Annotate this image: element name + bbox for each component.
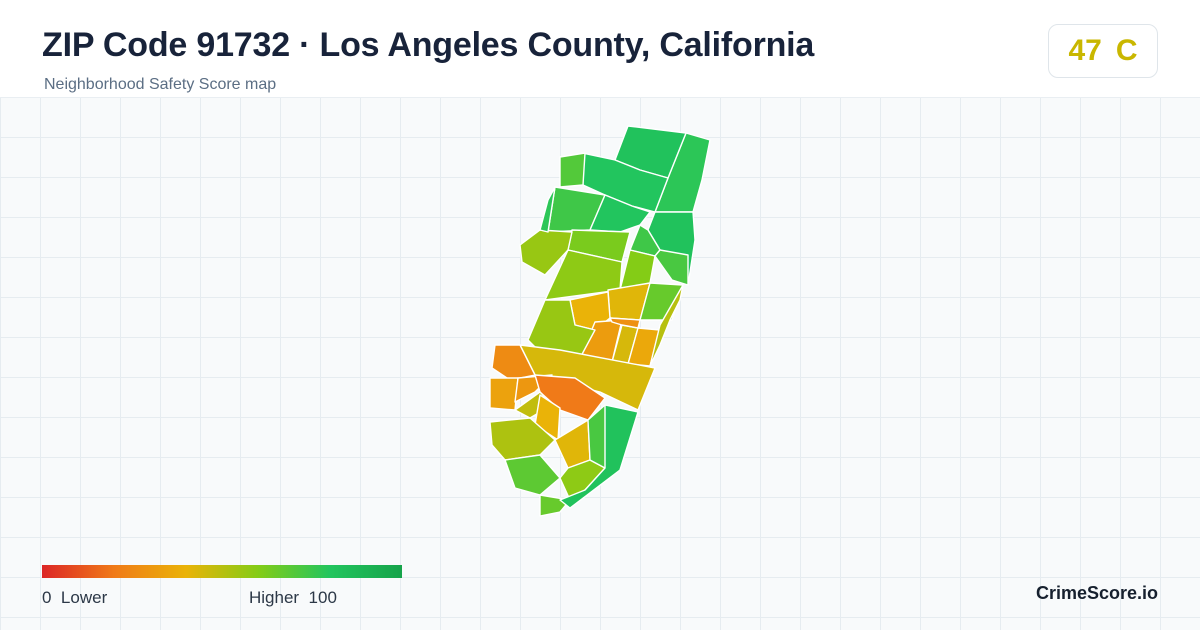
legend-max-value: 100 bbox=[308, 588, 337, 607]
page-title: ZIP Code 91732 · Los Angeles County, Cal… bbox=[42, 26, 815, 64]
map-region[interactable] bbox=[554, 419, 591, 469]
map-region[interactable] bbox=[654, 249, 689, 286]
legend-min-label: Lower bbox=[60, 588, 108, 607]
map-region[interactable] bbox=[527, 299, 596, 361]
map-region[interactable] bbox=[609, 317, 641, 329]
legend-color-scale bbox=[42, 565, 402, 578]
map-region[interactable] bbox=[559, 404, 639, 509]
page-subtitle: Neighborhood Safety Score map bbox=[44, 76, 277, 93]
legend-high: Higher 100 bbox=[249, 588, 337, 608]
safety-score-badge: 47 C bbox=[1048, 24, 1158, 78]
score-value: 47 bbox=[1068, 34, 1102, 67]
header bbox=[0, 0, 1200, 98]
score-grade: C bbox=[1115, 34, 1138, 67]
legend-low: 0 Lower bbox=[42, 588, 107, 608]
map-region[interactable] bbox=[489, 377, 519, 411]
map-region[interactable] bbox=[504, 454, 561, 496]
legend-max-label: Higher bbox=[249, 588, 300, 607]
map-region[interactable] bbox=[519, 229, 573, 276]
legend-min-value: 0 bbox=[42, 588, 52, 607]
map-region[interactable] bbox=[539, 186, 556, 233]
map-region[interactable] bbox=[649, 284, 684, 367]
map-region[interactable] bbox=[559, 152, 586, 188]
brand-logo-text: CrimeScore.io bbox=[1036, 583, 1159, 603]
